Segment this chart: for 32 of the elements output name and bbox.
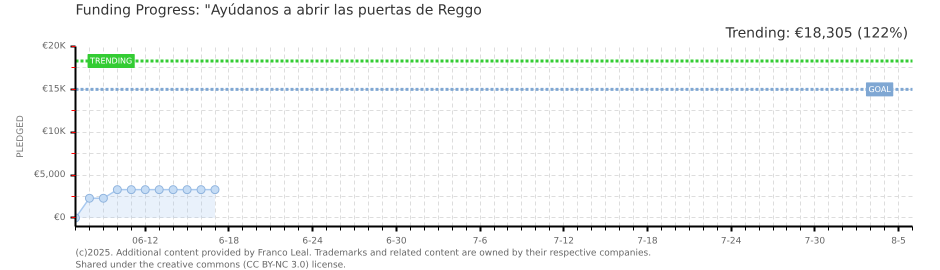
point	[112, 185, 122, 194]
chart-title: Funding Progress: "Ayúdanos a abrir las puertas de Reggo	[76, 2, 482, 18]
point	[210, 185, 220, 194]
x-tick-label: 6-18	[218, 236, 240, 246]
y-tick-label: €20K	[42, 42, 67, 52]
point	[140, 185, 150, 194]
x-tick-label: 7-12	[554, 236, 574, 246]
point	[98, 194, 108, 203]
point	[168, 185, 178, 194]
x-tick-label: 8-5	[891, 236, 906, 246]
text: (c)2025. Additional content provided by Franco Leal. Trademarks and related content are owned by their respective companies.	[76, 248, 652, 258]
x-tick-label: 7-18	[637, 236, 658, 246]
y-tick-label: €5,000	[34, 170, 66, 180]
y-tick-label: €0	[54, 212, 66, 223]
x-tick-label: 7-30	[804, 236, 826, 246]
x-tick-label: 06-12	[132, 236, 158, 246]
x-tick-label: 6-24	[302, 236, 324, 246]
y-tick-label: €15K	[42, 84, 67, 94]
point	[182, 185, 192, 194]
point	[196, 185, 206, 194]
chart-subtitle: Trending: €18,305 (122%)	[724, 26, 908, 42]
ref-line-label: GOAL	[868, 84, 892, 94]
point	[84, 194, 94, 203]
text: Shared under the creative commons (CC BY-NC 3.0) license.	[76, 260, 346, 270]
point	[154, 185, 164, 194]
point	[126, 185, 136, 194]
y-axis-title: PLEDGED	[16, 115, 26, 158]
x-tick-label: 7-24	[720, 236, 742, 246]
y-tick-label: €10K	[42, 127, 67, 138]
ref-line-label: TRENDING	[89, 56, 132, 66]
x-tick-label: 7-6	[472, 236, 488, 246]
x-tick-label: 6-30	[386, 236, 407, 246]
